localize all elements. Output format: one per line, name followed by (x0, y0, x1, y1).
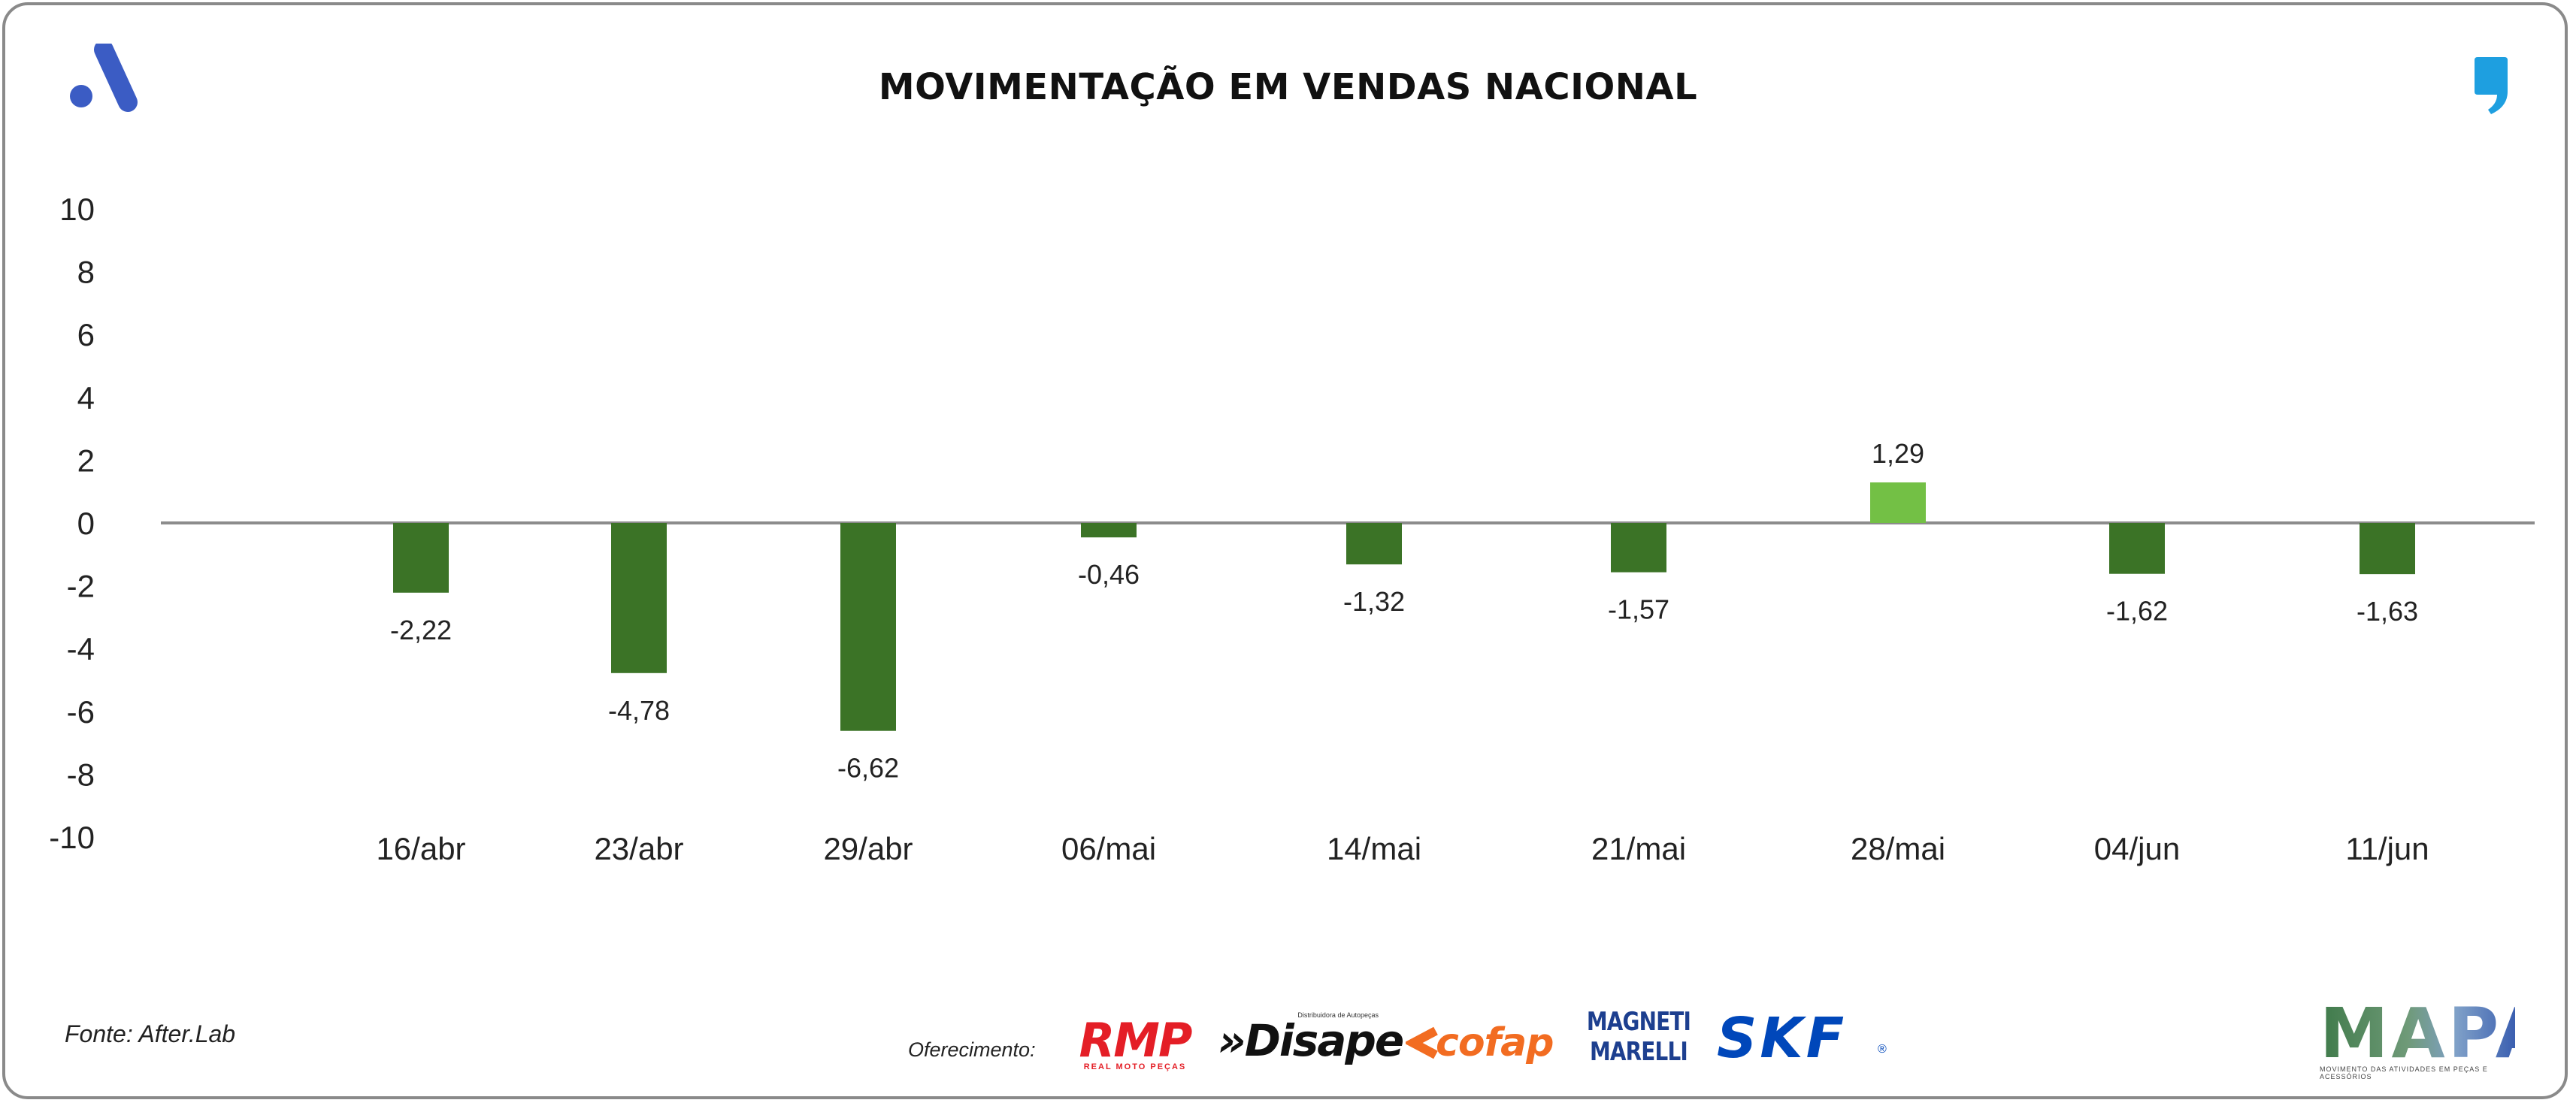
mapa-logo-subtext: MOVIMENTO DAS ATIVIDADES EM PEÇAS E ACES… (2320, 1065, 2488, 1080)
x-tick-label: 28/mai (1851, 831, 1945, 866)
x-tick-label: 14/mai (1327, 831, 1421, 866)
y-tick-label: 2 (77, 443, 95, 478)
x-tick-label: 16/abr (376, 831, 465, 866)
y-tick-label: -2 (67, 569, 95, 604)
sponsor-label: Oferecimento: (908, 1038, 1036, 1061)
source-note: Fonte: After.Lab (65, 1020, 236, 1047)
bar-04-jun (2109, 523, 2165, 574)
chart-title: MOVIMENTAÇÃO EM VENDAS NACIONAL (878, 66, 1698, 108)
y-tick-label: -8 (67, 757, 95, 792)
quote-logo (2475, 57, 2508, 114)
y-tick-label: -6 (67, 694, 95, 730)
data-label: -6,62 (837, 753, 899, 784)
skf-logo-text: SKF (1717, 1006, 1848, 1071)
data-label: -1,62 (2106, 596, 2168, 627)
disape-logo: Distribuidora de Autopeças »Disape (1218, 1011, 1404, 1066)
data-label: -2,22 (390, 615, 452, 645)
mapa-logo: MAPA MOVIMENTO DAS ATIVIDADES EM PEÇAS E… (2320, 993, 2552, 1081)
magneti-marelli-logo: MAGNETI MARELLI (1579, 1007, 1699, 1071)
bar-28-mai (1870, 482, 1926, 523)
cofap-logo-text: cofap (1436, 1020, 1554, 1065)
magneti-logo-line1: MAGNETI (1586, 1007, 1691, 1037)
disape-logo-tagline: Distribuidora de Autopeças (1297, 1011, 1379, 1019)
afterlab-logo (70, 44, 138, 112)
data-label: -0,46 (1078, 559, 1140, 590)
data-label: -1,63 (2357, 596, 2418, 627)
data-label: 1,29 (1872, 438, 1924, 469)
disape-logo-text: »Disape (1218, 1015, 1404, 1066)
data-label: -4,78 (608, 695, 670, 726)
bar-21-mai (1611, 523, 1666, 573)
cofap-mark-icon (1406, 1026, 1438, 1059)
data-label: -1,32 (1343, 586, 1405, 617)
y-tick-label: -4 (67, 631, 95, 666)
magneti-logo-line2: MARELLI (1589, 1037, 1688, 1067)
bar-11-jun (2360, 523, 2415, 575)
y-tick-label: 6 (77, 317, 95, 352)
x-tick-label: 11/jun (2345, 831, 2429, 866)
rmp-logo: RMP REAL MOTO PEÇAS (1073, 1013, 1197, 1072)
x-tick-label: 06/mai (1061, 831, 1156, 866)
rmp-logo-subtext: REAL MOTO PEÇAS (1083, 1062, 1187, 1071)
rmp-logo-text: RMP (1079, 1013, 1193, 1068)
bar-23-abr (611, 523, 667, 673)
x-tick-label: 23/abr (594, 831, 683, 866)
bar-chart: 10 8 6 4 2 0 -2 -4 -6 -8 -10 -2,22 -4,78 -6,62 -0,46 -… (49, 192, 2535, 866)
bar-29-abr (840, 523, 896, 731)
data-label: -1,57 (1608, 594, 1669, 625)
y-tick-label: -10 (49, 820, 95, 855)
x-tick-label: 21/mai (1591, 831, 1686, 866)
skf-logo: SKF ® (1717, 1011, 1897, 1066)
y-tick-label: 0 (77, 506, 95, 541)
mapa-logo-text: MAPA (2320, 993, 2552, 1074)
y-tick-label: 4 (77, 380, 95, 416)
skf-registered-mark: ® (1878, 1043, 1887, 1056)
x-tick-label: 04/jun (2094, 831, 2180, 866)
bar-06-mai (1081, 523, 1137, 538)
bar-14-mai (1346, 523, 1402, 565)
cofap-logo: cofap (1406, 1020, 1563, 1065)
y-tick-label: 10 (59, 192, 95, 227)
x-tick-label: 29/abr (823, 831, 913, 866)
y-tick-label: 8 (77, 255, 95, 290)
bar-16-abr (393, 523, 449, 593)
